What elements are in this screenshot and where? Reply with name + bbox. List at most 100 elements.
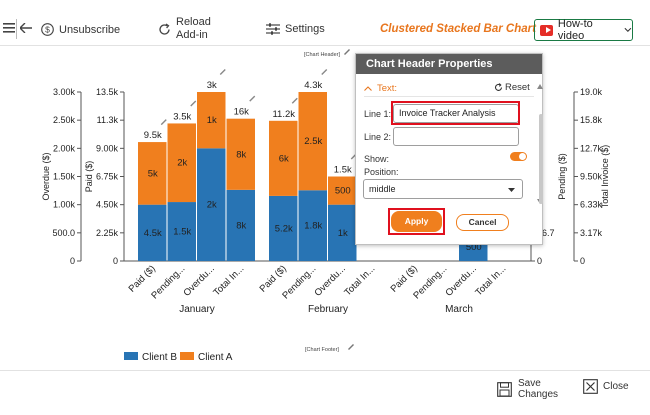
- segment-label-client-b: 1.8k: [304, 221, 322, 232]
- x-category-label: Overdu...: [181, 263, 216, 298]
- edit-total-icon[interactable]: [160, 119, 167, 126]
- bar-client-a[interactable]: [226, 118, 256, 190]
- x-category-label: Total In...: [473, 263, 508, 298]
- y-tick-label-overdue: 500.0: [52, 228, 75, 238]
- segment-label-client-b: 2k: [207, 200, 217, 211]
- edit-total-icon[interactable]: [190, 100, 197, 107]
- scroll-thumb[interactable]: [539, 114, 543, 204]
- bar-client-b[interactable]: [138, 204, 167, 261]
- segment-label-client-a: 2k: [177, 158, 187, 169]
- legend-label: Client A: [198, 352, 233, 363]
- dropdown-arrow-icon: [508, 188, 515, 192]
- legend: Client B Client A: [124, 352, 233, 363]
- edit-total-icon[interactable]: [321, 69, 328, 75]
- toggle-knob: [519, 153, 526, 160]
- x-category-label: Total In...: [211, 263, 246, 298]
- line2-label: Line 2:: [364, 132, 392, 142]
- segment-label-client-a: 8k: [236, 149, 246, 160]
- y-tick-label-overdue: 1.50k: [53, 172, 76, 182]
- show-toggle[interactable]: [510, 152, 527, 161]
- x-category-label: Total In...: [342, 263, 377, 298]
- menu-icon[interactable]: [3, 23, 15, 33]
- bars-group: [138, 92, 488, 261]
- save-changes-button[interactable]: Save Changes: [497, 378, 558, 400]
- y-tick-label-total: 3.17k: [580, 228, 603, 238]
- scroll-up-icon: [537, 84, 543, 89]
- total-label: 11.2k: [272, 109, 295, 120]
- segment-label-client-b: 1.5k: [173, 227, 191, 238]
- bar-client-a[interactable]: [298, 92, 328, 191]
- text-section-label: Text:: [377, 83, 398, 94]
- y-tick-label-pending: 16.7: [537, 228, 555, 238]
- y-tick-label-overdue: 2.50k: [53, 115, 76, 125]
- bar-client-a[interactable]: [269, 120, 298, 196]
- y-tick-label-pending: 0: [537, 256, 542, 266]
- bar-client-a[interactable]: [167, 123, 197, 203]
- bar-client-b[interactable]: [197, 148, 226, 261]
- bar-client-b[interactable]: [167, 202, 197, 261]
- edit-footer-icon[interactable]: [348, 344, 354, 350]
- back-arrow-icon[interactable]: [20, 23, 32, 33]
- segment-label-client-a: 500: [335, 186, 351, 197]
- reload-label-line2: Add-in: [176, 29, 208, 41]
- y-tick-label-total: 0: [580, 256, 585, 266]
- total-label: 3.5k: [173, 111, 191, 122]
- x-group-label: January: [179, 304, 215, 315]
- panel-title: Chart Header Properties: [356, 54, 542, 74]
- chart-footer-placeholder[interactable]: [Chart Footer]: [305, 347, 339, 353]
- x-category-label: Overdu...: [443, 263, 478, 298]
- howto-video-dropdown[interactable]: How-to video: [534, 18, 633, 42]
- segment-label-client-b: 500: [466, 242, 482, 253]
- bar-client-b[interactable]: [226, 189, 256, 261]
- bar-client-b[interactable]: [269, 195, 298, 261]
- y-tick-label-paid: 11.3k: [97, 115, 119, 125]
- y-tick-label-paid: 0: [113, 256, 118, 266]
- segment-label-client-a: 5k: [148, 168, 158, 179]
- settings-button[interactable]: Settings: [266, 23, 325, 35]
- save-label-line2: Changes: [518, 389, 559, 400]
- line1-highlight: [391, 101, 520, 125]
- text-section-toggle[interactable]: Text:: [364, 83, 397, 94]
- segment-label-client-b: 8k: [236, 220, 246, 231]
- y-tick-label-paid: 9.00k: [96, 143, 119, 153]
- segment-label-client-b: 1k: [338, 228, 348, 239]
- unsubscribe-button[interactable]: $ Unsubscribe: [41, 23, 120, 36]
- position-select[interactable]: middle: [363, 179, 523, 199]
- sliders-icon: [266, 23, 280, 35]
- reload-icon: [159, 22, 170, 35]
- close-button[interactable]: Close: [583, 379, 629, 394]
- save-label-line1: Save: [518, 378, 541, 389]
- edit-header-icon[interactable]: [344, 49, 350, 55]
- y-tick-label-overdue: 2.00k: [53, 143, 76, 153]
- segment-label-client-a: 2.5k: [304, 136, 322, 147]
- section-divider: [364, 96, 534, 97]
- segment-label-client-b: 4.5k: [144, 228, 162, 239]
- position-label: Position:: [364, 167, 399, 177]
- bar-client-b[interactable]: [298, 190, 328, 261]
- segment-label-client-a: 6k: [279, 153, 289, 164]
- apply-button[interactable]: Apply: [391, 211, 442, 232]
- footer-bar: Save Changes Close: [0, 370, 650, 415]
- y-axis-title-paid: Paid ($): [84, 161, 94, 193]
- edit-total-icon[interactable]: [249, 95, 256, 102]
- bar-client-a[interactable]: [138, 142, 167, 205]
- edit-total-icon[interactable]: [219, 69, 226, 75]
- x-group-label: February: [308, 304, 348, 315]
- legend-swatch: [180, 352, 194, 360]
- reset-button[interactable]: Reset: [494, 82, 530, 93]
- edit-total-icon[interactable]: [291, 97, 298, 104]
- toolbar-divider: [16, 19, 17, 39]
- total-label: 9.5k: [144, 130, 162, 141]
- chart-area: [Chart Header] [Chart Footer] 0 500.0 1.00…: [41, 49, 610, 363]
- y-tick-label-paid: 2.25k: [96, 228, 119, 238]
- legend-swatch: [124, 352, 138, 360]
- top-toolbar: $ Unsubscribe Reload Add-in Settings Clu…: [0, 0, 650, 46]
- chart-header-placeholder[interactable]: [Chart Header]: [304, 52, 341, 58]
- reload-addin-button[interactable]: Reload Add-in: [158, 16, 211, 42]
- bar-client-b[interactable]: [328, 204, 357, 261]
- line2-input[interactable]: [393, 127, 519, 146]
- bar-client-a[interactable]: [197, 92, 226, 149]
- bar-client-a[interactable]: [328, 176, 357, 205]
- position-value: middle: [369, 184, 396, 194]
- cancel-button[interactable]: Cancel: [456, 214, 509, 231]
